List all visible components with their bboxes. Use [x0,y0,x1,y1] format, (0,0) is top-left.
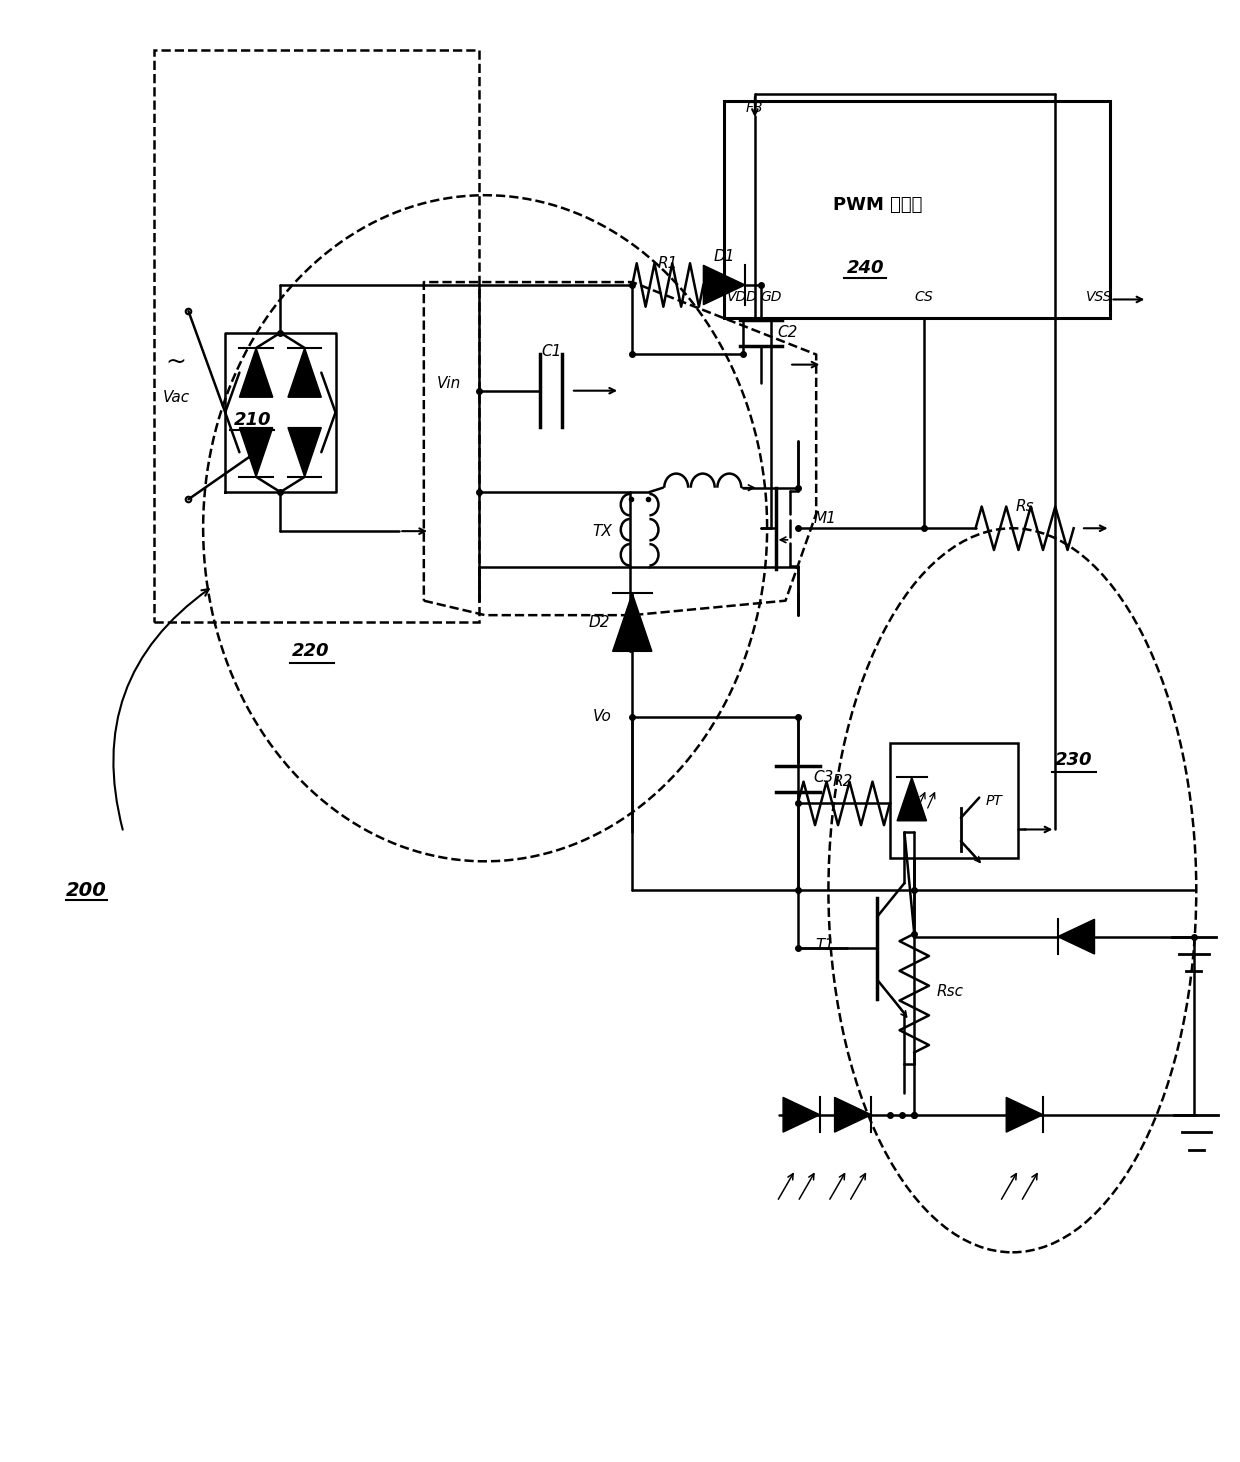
Bar [724,101,1111,319]
Polygon shape [1006,1098,1043,1132]
Text: TX: TX [593,523,613,538]
Polygon shape [239,427,273,477]
Text: 200: 200 [66,880,107,899]
Text: PT: PT [986,794,1002,807]
Text: R1: R1 [657,256,678,270]
Text: 210: 210 [233,411,270,428]
Text: T1: T1 [816,937,835,953]
Bar [890,743,1018,858]
Text: VDD: VDD [727,289,758,304]
Text: C3: C3 [813,770,835,785]
Text: Rs: Rs [1016,499,1034,515]
Polygon shape [613,594,652,652]
Text: GD: GD [760,289,781,304]
Text: M1: M1 [813,510,837,526]
Polygon shape [239,348,273,398]
Text: Rsc: Rsc [936,984,963,999]
Polygon shape [1058,920,1095,955]
Polygon shape [288,348,321,398]
Polygon shape [835,1098,872,1132]
Polygon shape [784,1098,820,1132]
Text: 220: 220 [293,642,330,661]
Text: C1: C1 [541,344,562,360]
Polygon shape [288,427,321,477]
Text: CS: CS [915,289,934,304]
Text: VSS: VSS [1086,289,1112,304]
Polygon shape [703,265,745,304]
Text: Vac: Vac [162,390,190,405]
Text: Vo: Vo [593,709,611,724]
Polygon shape [897,778,926,820]
Text: 230: 230 [1055,751,1092,769]
Text: Vin: Vin [436,376,460,390]
Text: FB: FB [746,101,764,115]
FancyArrowPatch shape [113,589,208,829]
Text: ~: ~ [166,349,186,374]
Text: D1: D1 [713,249,735,263]
Text: PWM 控制器: PWM 控制器 [833,196,923,215]
Text: 240: 240 [847,259,884,276]
Text: C2: C2 [777,325,797,341]
Text: D2: D2 [589,616,610,630]
Text: R2: R2 [833,775,853,789]
Bar [154,50,479,623]
